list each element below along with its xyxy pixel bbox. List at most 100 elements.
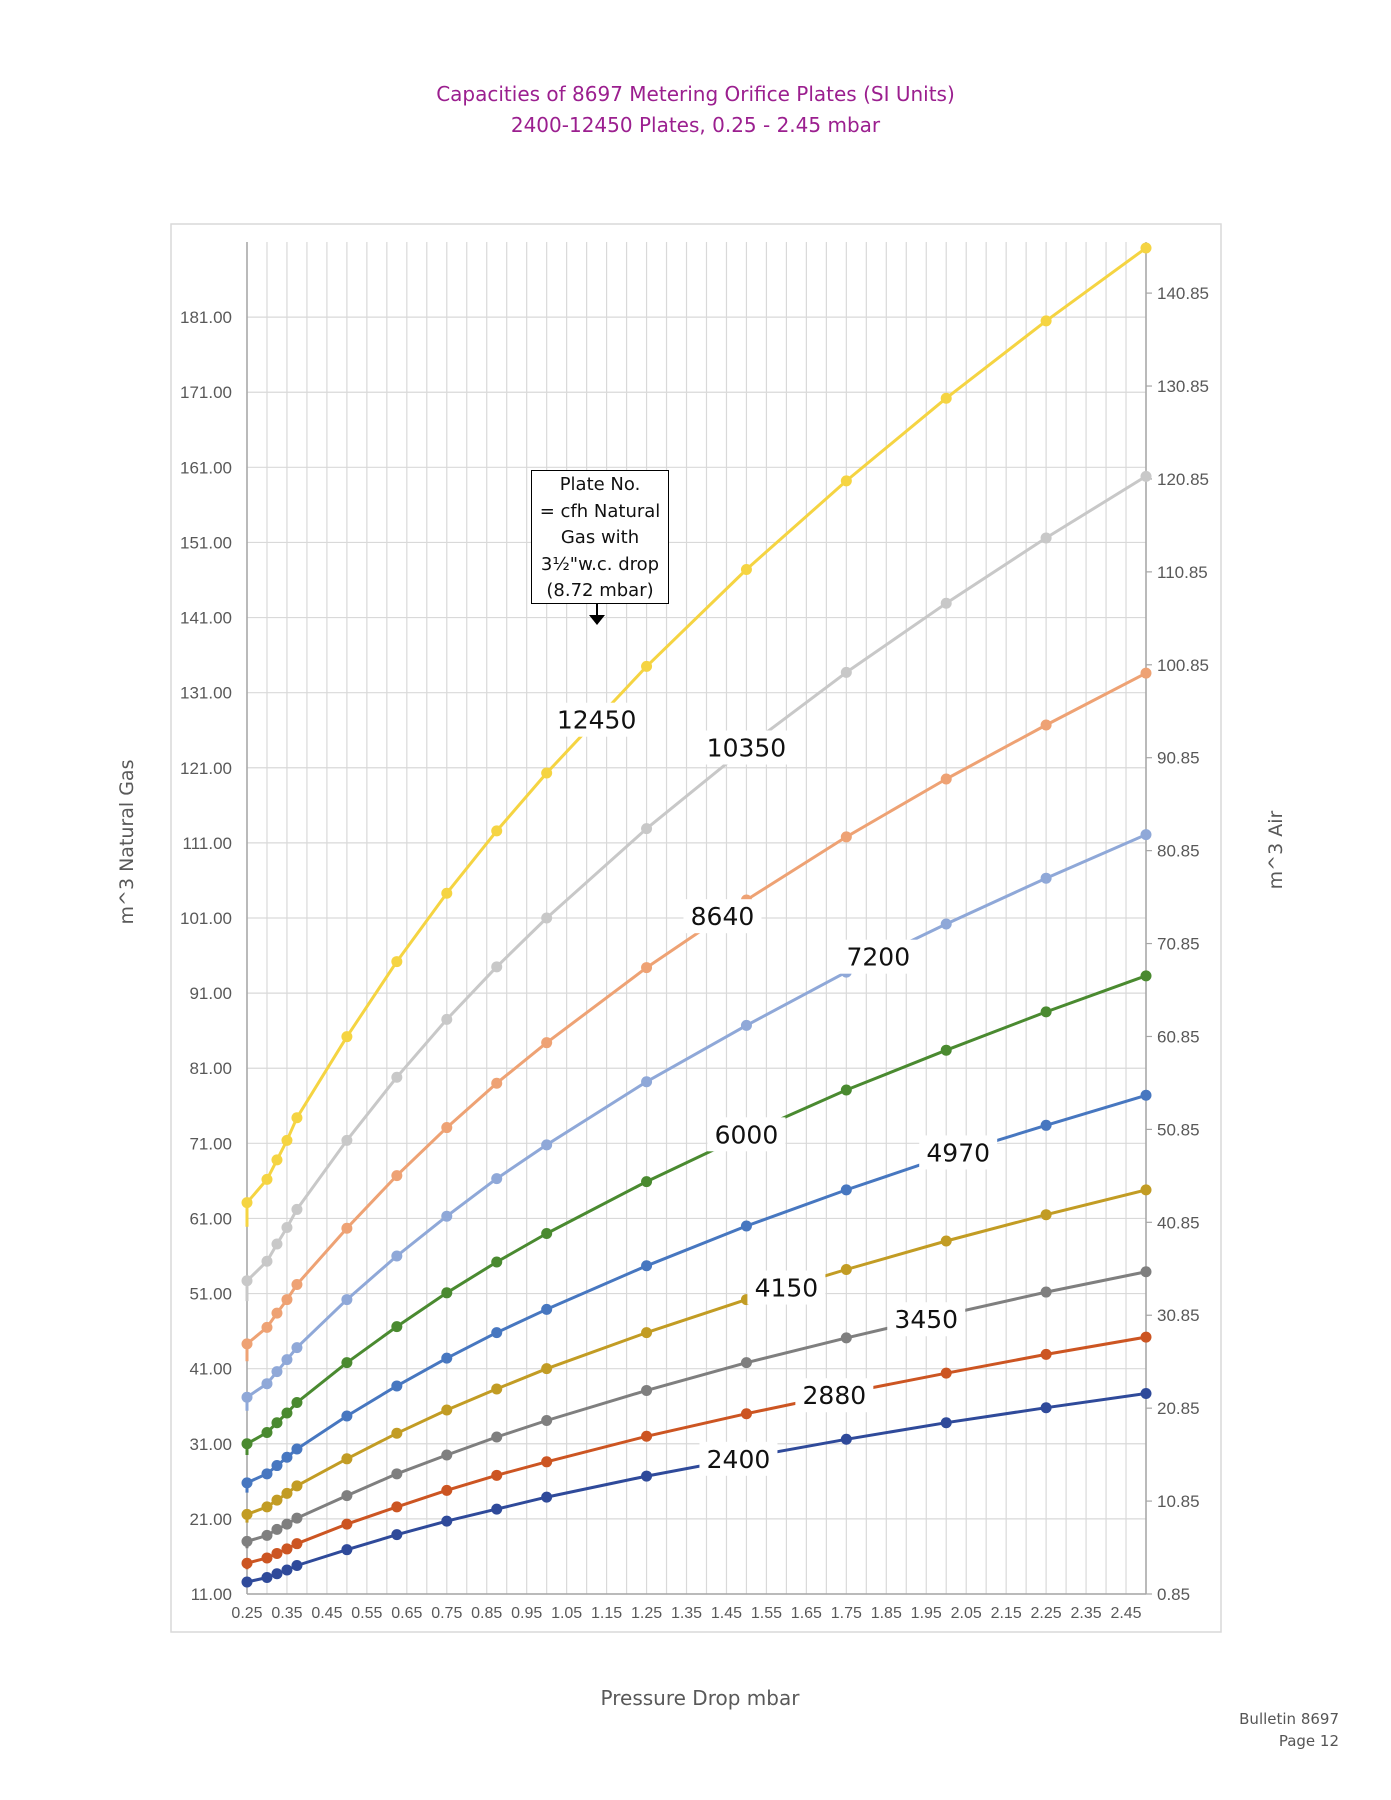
- x-tick-label: 1.45: [711, 1605, 742, 1622]
- series-label-bg: [700, 730, 793, 765]
- series-12450: [241, 242, 1152, 1227]
- data-point: [541, 767, 553, 779]
- data-point: [341, 1134, 353, 1146]
- data-point: [271, 1523, 283, 1535]
- data-point: [1140, 1089, 1152, 1101]
- series-label: 4970: [926, 1138, 990, 1167]
- series-label: 4150: [755, 1274, 819, 1303]
- x-tick-label: 0.65: [391, 1605, 422, 1622]
- data-point: [281, 1294, 293, 1306]
- data-point: [241, 1275, 253, 1287]
- series-label-bg: [683, 899, 762, 934]
- y2-tick-label: 10.85: [1157, 1492, 1200, 1511]
- data-point: [541, 1414, 553, 1426]
- axes-layer: 11.00 21.00 31.00 41.00 51.00 61.00 71.00 81.00…: [180, 242, 1209, 1622]
- data-point: [740, 1220, 752, 1232]
- y2-tick-label: 80.85: [1157, 842, 1200, 861]
- x-tick-label: 2.05: [951, 1605, 982, 1622]
- data-point: [261, 1529, 273, 1541]
- series-3450: [241, 1266, 1152, 1549]
- x-tick-label: 0.35: [271, 1605, 302, 1622]
- callout-line: 3½"w.c. drop: [540, 553, 660, 575]
- data-point: [940, 1417, 952, 1429]
- data-point: [541, 912, 553, 924]
- x-tick-label: 1.75: [831, 1605, 862, 1622]
- series-label: 6000: [715, 1120, 779, 1149]
- data-point: [1040, 1286, 1052, 1298]
- y2-axis-title: m^3 Air: [1265, 810, 1287, 889]
- data-point: [391, 1071, 403, 1083]
- data-point: [840, 475, 852, 487]
- x-tick-label: 1.55: [751, 1605, 782, 1622]
- y2-tick-label: 110.85: [1157, 563, 1208, 582]
- y-tick-label: 151.00: [180, 533, 232, 552]
- data-point: [1040, 1402, 1052, 1414]
- data-point: [341, 1518, 353, 1530]
- data-point: [271, 1417, 283, 1429]
- data-point: [641, 1384, 653, 1396]
- data-point: [641, 1076, 653, 1088]
- data-point: [491, 1173, 503, 1185]
- data-point: [441, 1404, 453, 1416]
- data-point: [1040, 1006, 1052, 1018]
- y-tick-label: 61.00: [189, 1209, 232, 1228]
- data-point: [740, 563, 752, 575]
- series-label-bg: [699, 1441, 778, 1476]
- series-4150: [241, 1184, 1152, 1523]
- y-tick-label: 31.00: [189, 1435, 232, 1454]
- data-point: [1140, 1266, 1152, 1278]
- data-point: [391, 1501, 403, 1513]
- y2-tick-label: 50.85: [1157, 1120, 1200, 1139]
- y-axis-title: m^3 Natural Gas: [116, 760, 138, 925]
- data-point: [341, 1490, 353, 1502]
- data-point: [1040, 532, 1052, 544]
- x-axis-title: Pressure Drop mbar: [601, 1686, 801, 1710]
- data-point: [1040, 315, 1052, 327]
- data-point: [391, 1427, 403, 1439]
- data-point: [840, 831, 852, 843]
- data-point: [1140, 1331, 1152, 1343]
- data-point: [840, 1332, 852, 1344]
- series-8640: [241, 667, 1152, 1362]
- y-tick-label: 41.00: [189, 1360, 232, 1379]
- series-6000: [241, 970, 1152, 1455]
- y-tick-label: 11.00: [191, 1585, 232, 1604]
- data-point: [281, 1134, 293, 1146]
- data-point: [241, 1576, 253, 1588]
- data-point: [261, 1321, 273, 1333]
- data-point: [441, 1122, 453, 1134]
- x-tick-label: 2.25: [1031, 1605, 1062, 1622]
- data-point: [291, 1480, 303, 1492]
- data-point: [281, 1354, 293, 1366]
- data-point: [541, 1139, 553, 1151]
- y2-tick-label: 100.85: [1157, 656, 1209, 675]
- data-point: [840, 1184, 852, 1196]
- data-point: [1040, 1119, 1052, 1131]
- data-point: [271, 1366, 283, 1378]
- series-label: 7200: [846, 943, 910, 972]
- data-point: [641, 1430, 653, 1442]
- data-point: [491, 1469, 503, 1481]
- data-point: [241, 1338, 253, 1350]
- data-point: [940, 773, 952, 785]
- x-tick-label: 1.35: [671, 1605, 702, 1622]
- data-point: [1140, 829, 1152, 841]
- data-point: [341, 1294, 353, 1306]
- data-point: [491, 1256, 503, 1268]
- data-point: [1140, 1184, 1152, 1196]
- data-point: [271, 1547, 283, 1559]
- data-point: [291, 1443, 303, 1455]
- x-tick-label: 1.05: [551, 1605, 582, 1622]
- data-point: [541, 1303, 553, 1315]
- data-point: [441, 1287, 453, 1299]
- series-label-bg: [550, 702, 643, 737]
- series-label-bg: [795, 1378, 874, 1413]
- data-point: [291, 1203, 303, 1215]
- data-point: [241, 1438, 253, 1450]
- data-point: [261, 1173, 273, 1185]
- data-point: [441, 1484, 453, 1496]
- data-point: [291, 1396, 303, 1408]
- data-point: [261, 1571, 273, 1583]
- data-point: [940, 597, 952, 609]
- chart-title: Capacities of 8697 Metering Orifice Plat…: [436, 82, 955, 106]
